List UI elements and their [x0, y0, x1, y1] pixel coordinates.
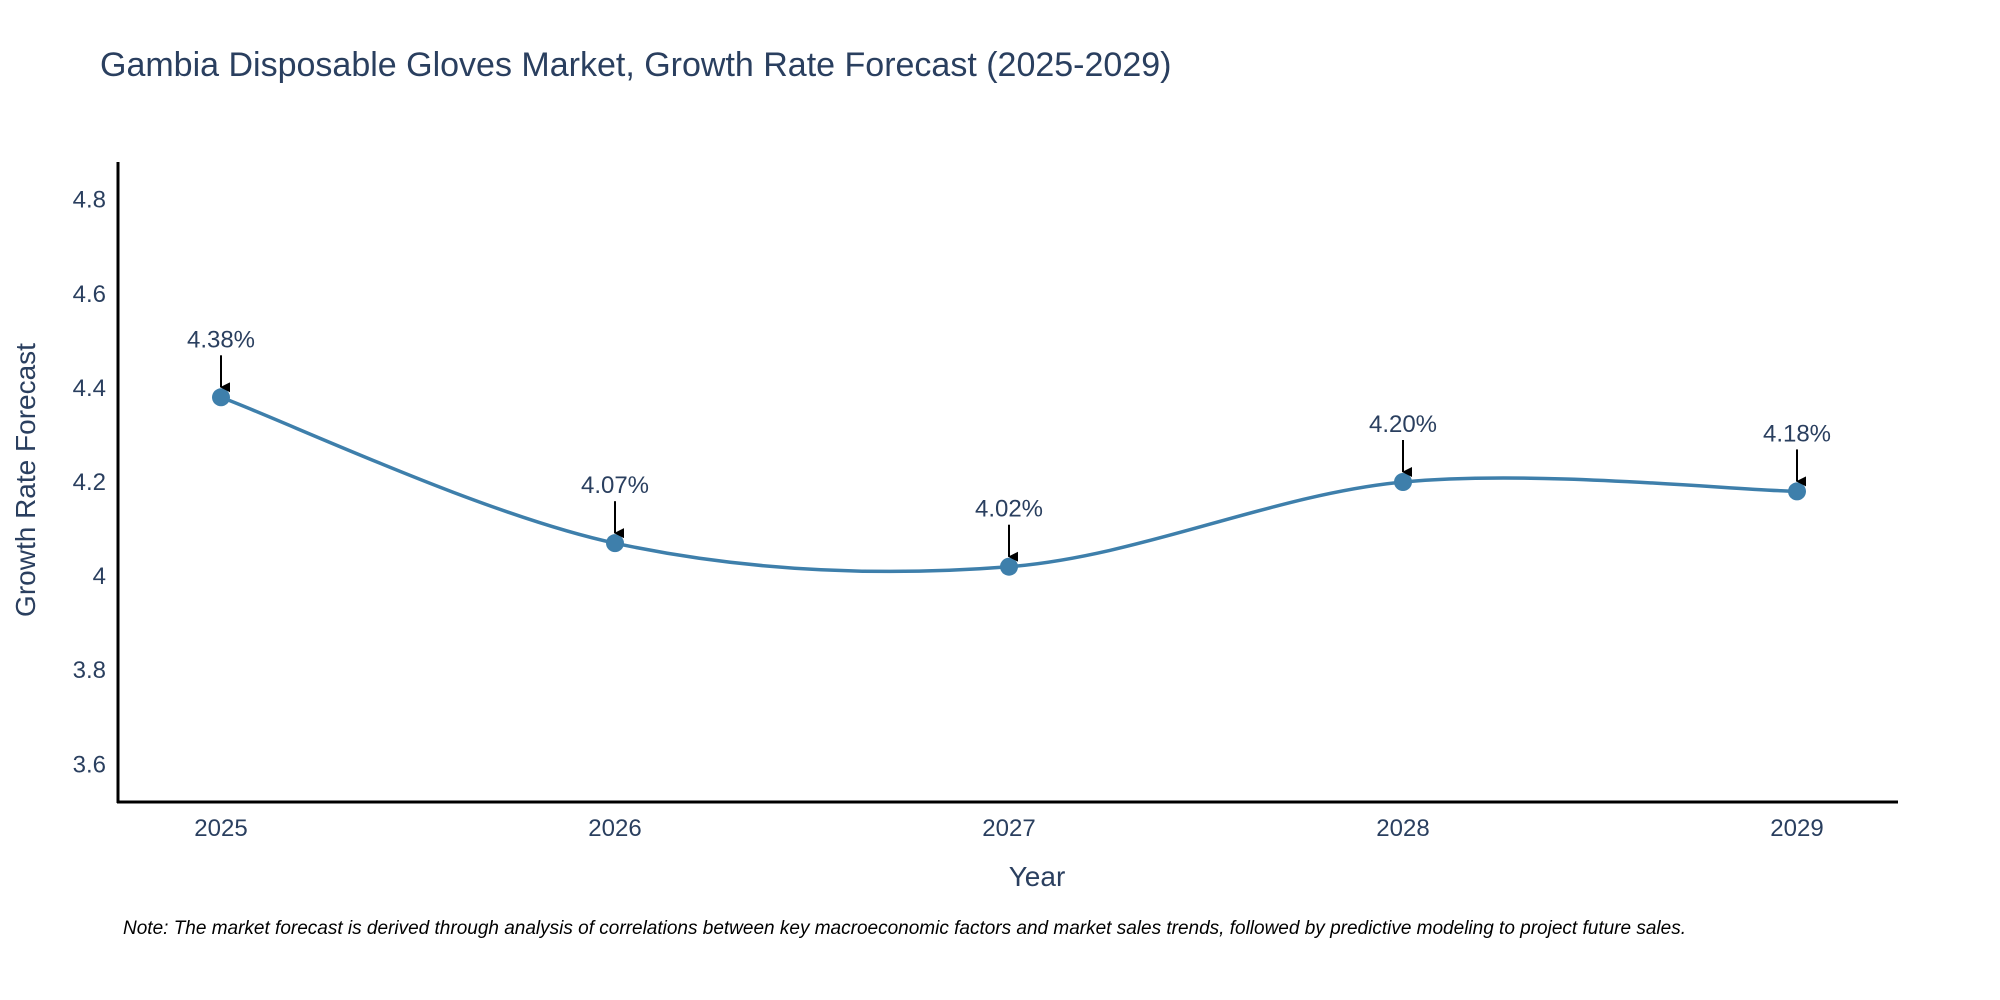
- x-tick-label: 2027: [982, 815, 1035, 842]
- y-tick-label: 4.4: [73, 375, 106, 402]
- x-tick-label: 2026: [588, 815, 641, 842]
- y-axis-title: Growth Rate Forecast: [10, 343, 41, 617]
- data-point[interactable]: [606, 534, 624, 553]
- data-point[interactable]: [1788, 482, 1806, 501]
- y-tick-label: 3.8: [73, 657, 106, 684]
- data-point[interactable]: [1394, 473, 1412, 491]
- y-tick-label: 3.6: [73, 751, 106, 778]
- y-tick-label: 4.2: [73, 469, 106, 496]
- data-point[interactable]: [1000, 557, 1018, 576]
- data-label: 4.02%: [975, 496, 1043, 523]
- data-label: 4.07%: [581, 472, 649, 499]
- footnote: Note: The market forecast is derived thr…: [123, 918, 1686, 939]
- y-tick-label: 4.8: [73, 187, 106, 214]
- x-tick-label: 2028: [1376, 815, 1429, 842]
- x-tick-label: 2029: [1770, 815, 1823, 842]
- y-tick-label: 4.6: [73, 281, 106, 308]
- x-axis-title: Year: [1009, 861, 1066, 892]
- data-label: 4.38%: [187, 326, 255, 353]
- data-point[interactable]: [212, 388, 230, 407]
- chart-title: Gambia Disposable Gloves Market, Growth …: [100, 46, 1172, 84]
- data-label: 4.18%: [1763, 420, 1831, 447]
- y-tick-label: 4: [93, 563, 106, 590]
- data-label: 4.20%: [1369, 411, 1437, 438]
- x-tick-label: 2025: [194, 815, 247, 842]
